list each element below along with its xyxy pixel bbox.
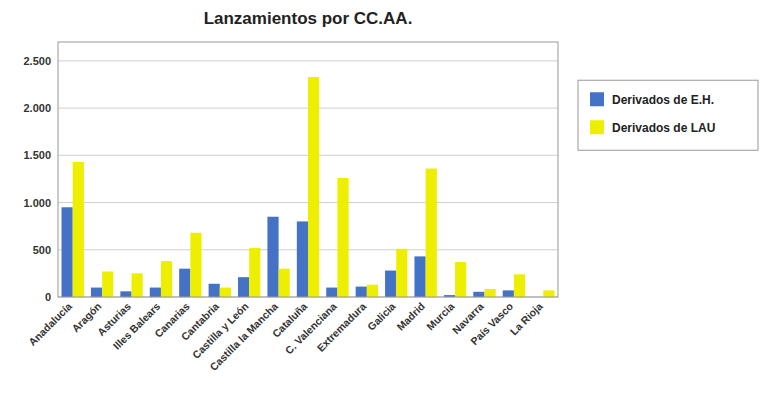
bar bbox=[91, 288, 102, 297]
y-tick-label: 1.500 bbox=[23, 149, 51, 161]
title: Lanzamientos por CC.AA. bbox=[204, 9, 413, 28]
bar bbox=[503, 290, 514, 297]
chart-svg: Lanzamientos por CC.AA. 0 500 1.000 1.500 2.0… bbox=[0, 0, 773, 397]
y-tick-label: 2.000 bbox=[23, 102, 51, 114]
bar bbox=[132, 273, 143, 297]
bar bbox=[455, 262, 466, 297]
x-axis: AnadalucíaAragónAsturiasIlles BalearsCan… bbox=[26, 300, 545, 373]
bar bbox=[356, 287, 367, 297]
bar bbox=[267, 217, 278, 297]
bar bbox=[484, 289, 495, 297]
x-tick-label: La Rioja bbox=[507, 300, 544, 337]
bar bbox=[161, 261, 172, 297]
bar bbox=[326, 288, 337, 297]
legend-swatch bbox=[590, 92, 604, 106]
plot-frame bbox=[58, 42, 558, 297]
y-tick-label: 500 bbox=[33, 244, 51, 256]
grid-line bbox=[58, 60, 558, 61]
bar bbox=[238, 277, 249, 297]
bar bbox=[209, 284, 220, 297]
bar bbox=[249, 248, 260, 297]
bar bbox=[396, 249, 407, 297]
bar bbox=[73, 162, 84, 297]
bar bbox=[385, 271, 396, 297]
bar bbox=[337, 178, 348, 297]
legend-label: Derivados de E.H. bbox=[612, 93, 714, 107]
x-tick-label: Madrid bbox=[394, 300, 427, 333]
bar bbox=[414, 256, 425, 297]
y-tick-label: 0 bbox=[45, 291, 51, 303]
y-tick-label: 1.000 bbox=[23, 197, 51, 209]
bar bbox=[473, 292, 484, 297]
bar bbox=[543, 290, 554, 297]
bar bbox=[279, 269, 290, 297]
bar bbox=[102, 272, 113, 298]
y-axis: 0 500 1.000 1.500 2.000 2.500 bbox=[23, 55, 51, 303]
grid bbox=[58, 61, 558, 297]
x-tick-label: Illes Balears bbox=[111, 300, 163, 352]
legend-label: Derivados de LAU bbox=[612, 121, 715, 135]
bar bbox=[514, 274, 525, 297]
chart-container: Lanzamientos por CC.AA. 0 500 1.000 1.500 2.0… bbox=[0, 0, 773, 397]
bar bbox=[179, 269, 190, 297]
bar bbox=[120, 291, 131, 297]
bar bbox=[150, 288, 161, 297]
y-tick-label: 2.500 bbox=[23, 55, 51, 67]
bar bbox=[220, 288, 231, 297]
bar bbox=[190, 233, 201, 297]
x-tick-label: Anadalucía bbox=[26, 300, 74, 348]
bar bbox=[367, 285, 378, 297]
x-tick-label: Galicia bbox=[365, 300, 398, 333]
bar bbox=[62, 207, 73, 297]
bar bbox=[308, 77, 319, 297]
legend-frame bbox=[578, 80, 758, 150]
bars bbox=[62, 77, 555, 297]
x-tick-label: Extremadura bbox=[314, 300, 368, 354]
x-tick-label: País Vasco bbox=[468, 300, 515, 347]
bar bbox=[426, 169, 437, 297]
legend-swatch bbox=[590, 120, 604, 134]
bar bbox=[297, 221, 308, 297]
x-tick-label: Castilla la Mancha bbox=[207, 300, 280, 373]
legend: Derivados de E.H. Derivados de LAU bbox=[578, 80, 758, 150]
